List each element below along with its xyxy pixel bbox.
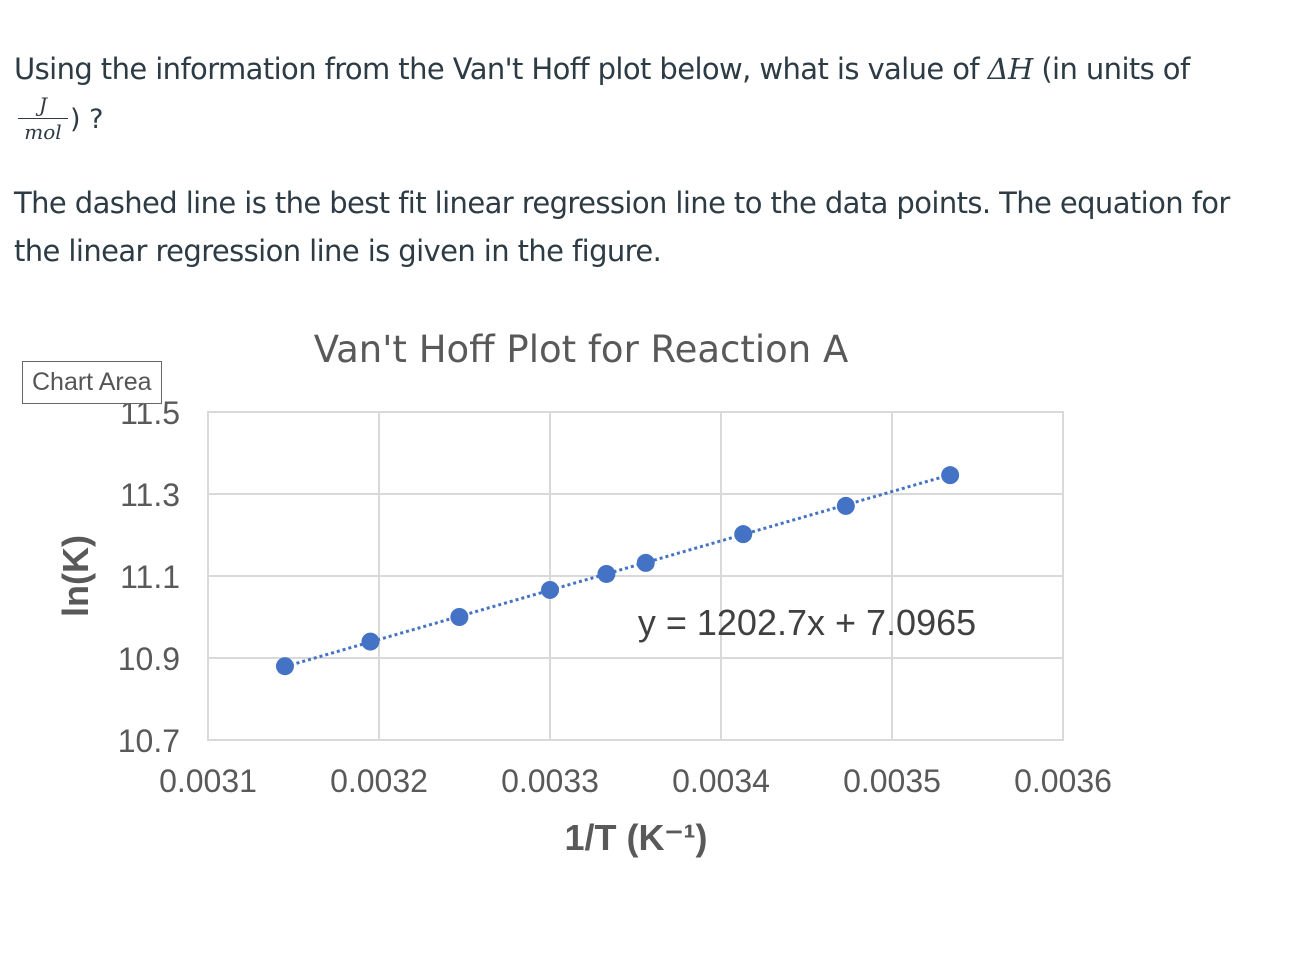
- chart-title: Van't Hoff Plot for Reaction A: [314, 328, 849, 371]
- data-point: [941, 466, 960, 485]
- data-point: [597, 564, 616, 583]
- x-tick-label: 0.0032: [330, 763, 428, 799]
- paragraph-2-line-1: The dashed line is the best fit linear r…: [14, 186, 1230, 220]
- trendline-equation: y = 1202.7x + 7.0965: [638, 602, 976, 643]
- question-end: ) ?: [70, 104, 104, 135]
- x-tick-label: 0.0031: [159, 763, 257, 799]
- unit-denominator: mol: [24, 120, 62, 144]
- x-tick-label: 0.0034: [672, 763, 770, 799]
- delta-h-symbol: ΔH: [987, 52, 1034, 86]
- question-prefix: Using the information from the Van't Hof…: [14, 52, 980, 86]
- y-tick-label: 10.7: [118, 723, 180, 759]
- data-point: [275, 657, 294, 676]
- x-tick-label: 0.0033: [501, 763, 599, 799]
- x-axis-label: 1/T (K⁻¹): [565, 817, 708, 858]
- data-point: [361, 632, 380, 651]
- unit-numerator: J: [38, 93, 48, 117]
- chart-area-tooltip: Chart Area: [22, 361, 162, 404]
- question-line-1: Using the information from the Van't Hof…: [14, 52, 1190, 86]
- y-axis-label: ln(K): [55, 535, 96, 617]
- y-tick-label: 11.1: [120, 559, 180, 595]
- y-tick-label: 10.9: [118, 641, 180, 677]
- data-point: [450, 608, 469, 626]
- data-point: [734, 525, 753, 544]
- unit-fraction: J mol: [18, 94, 68, 143]
- x-tick-label: 0.0036: [1014, 763, 1112, 799]
- question-suffix: (in units of: [1041, 52, 1190, 86]
- paragraph-2-line-2: the linear regression line is given in t…: [14, 234, 662, 268]
- x-tick-label: 0.0035: [843, 763, 941, 799]
- data-point: [836, 496, 855, 515]
- data-point: [541, 580, 559, 599]
- y-tick-label: 11.3: [120, 477, 180, 513]
- data-point: [636, 553, 655, 572]
